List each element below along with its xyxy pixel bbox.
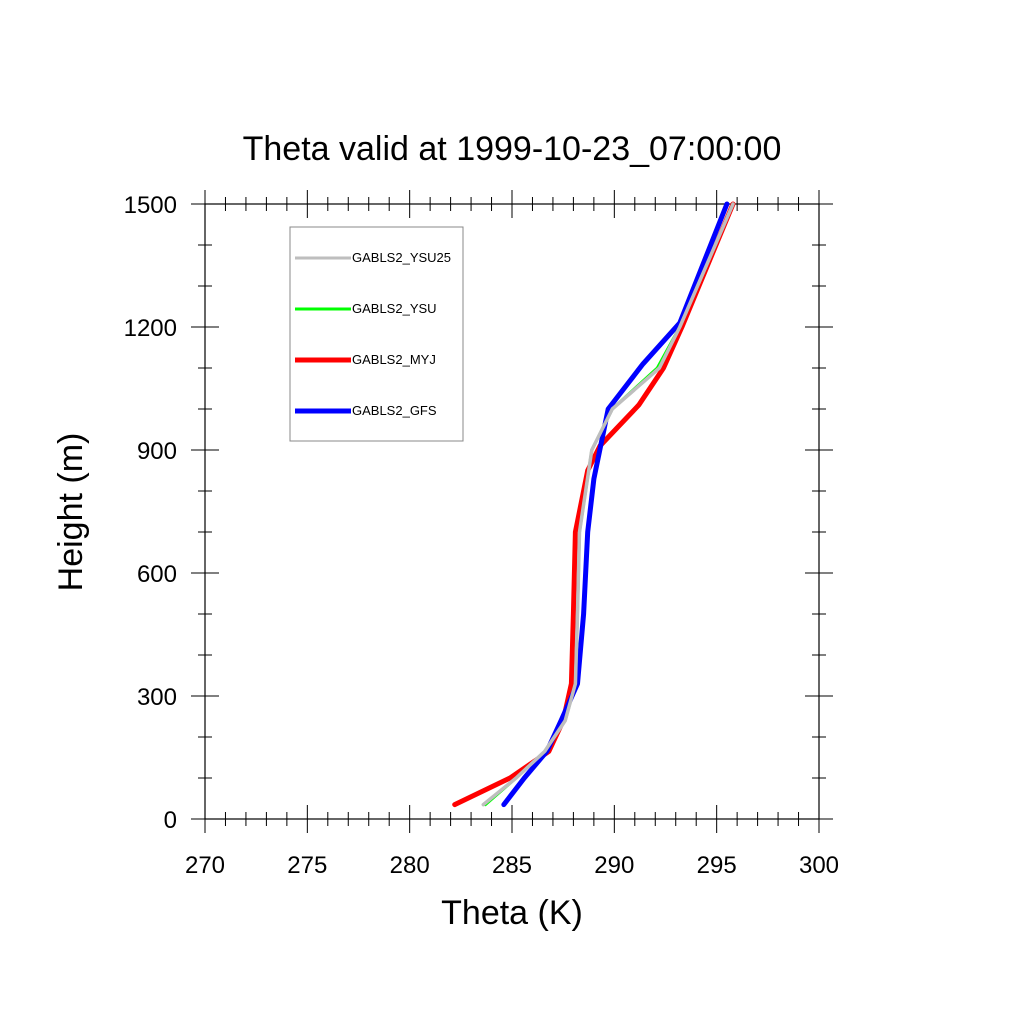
series-line-gabls2-gfs bbox=[501, 201, 730, 808]
x-tick-label: 270 bbox=[185, 852, 225, 879]
legend-label: GABLS2_YSU bbox=[352, 301, 437, 316]
y-tick-label: 0 bbox=[164, 807, 177, 834]
y-axis-label: Height (m) bbox=[52, 433, 90, 592]
x-tick-labels: 270 275 280 285 290 295 300 bbox=[185, 852, 839, 879]
series-lines bbox=[452, 201, 736, 808]
chart-title: Theta valid at 1999-10-23_07:00:00 bbox=[243, 130, 782, 168]
series-line-gabls2-ysu25 bbox=[481, 202, 735, 807]
legend: GABLS2_YSU25 GABLS2_YSU GABLS2_MYJ GABLS2_G… bbox=[289, 226, 464, 442]
y-tick-label: 1500 bbox=[124, 192, 177, 219]
x-tick-label: 290 bbox=[594, 852, 634, 879]
x-tick-label: 295 bbox=[697, 852, 737, 879]
y-tick-label: 900 bbox=[137, 438, 177, 465]
y-tick-label: 1200 bbox=[124, 315, 177, 342]
y-tick-label: 600 bbox=[137, 561, 177, 588]
x-tick-label: 280 bbox=[390, 852, 430, 879]
legend-box bbox=[289, 226, 464, 442]
x-tick-label: 285 bbox=[492, 852, 532, 879]
y-tick-label: 300 bbox=[137, 684, 177, 711]
x-axis-label: Theta (K) bbox=[441, 894, 583, 932]
legend-label: GABLS2_YSU25 bbox=[352, 250, 451, 265]
y-tick-labels: 0 300 600 900 1200 1500 bbox=[124, 192, 177, 834]
axis-ticks bbox=[191, 190, 833, 833]
x-tick-label: 275 bbox=[287, 852, 327, 879]
legend-label: GABLS2_GFS bbox=[352, 403, 437, 418]
x-tick-label: 300 bbox=[799, 852, 839, 879]
legend-label: GABLS2_MYJ bbox=[352, 352, 436, 367]
